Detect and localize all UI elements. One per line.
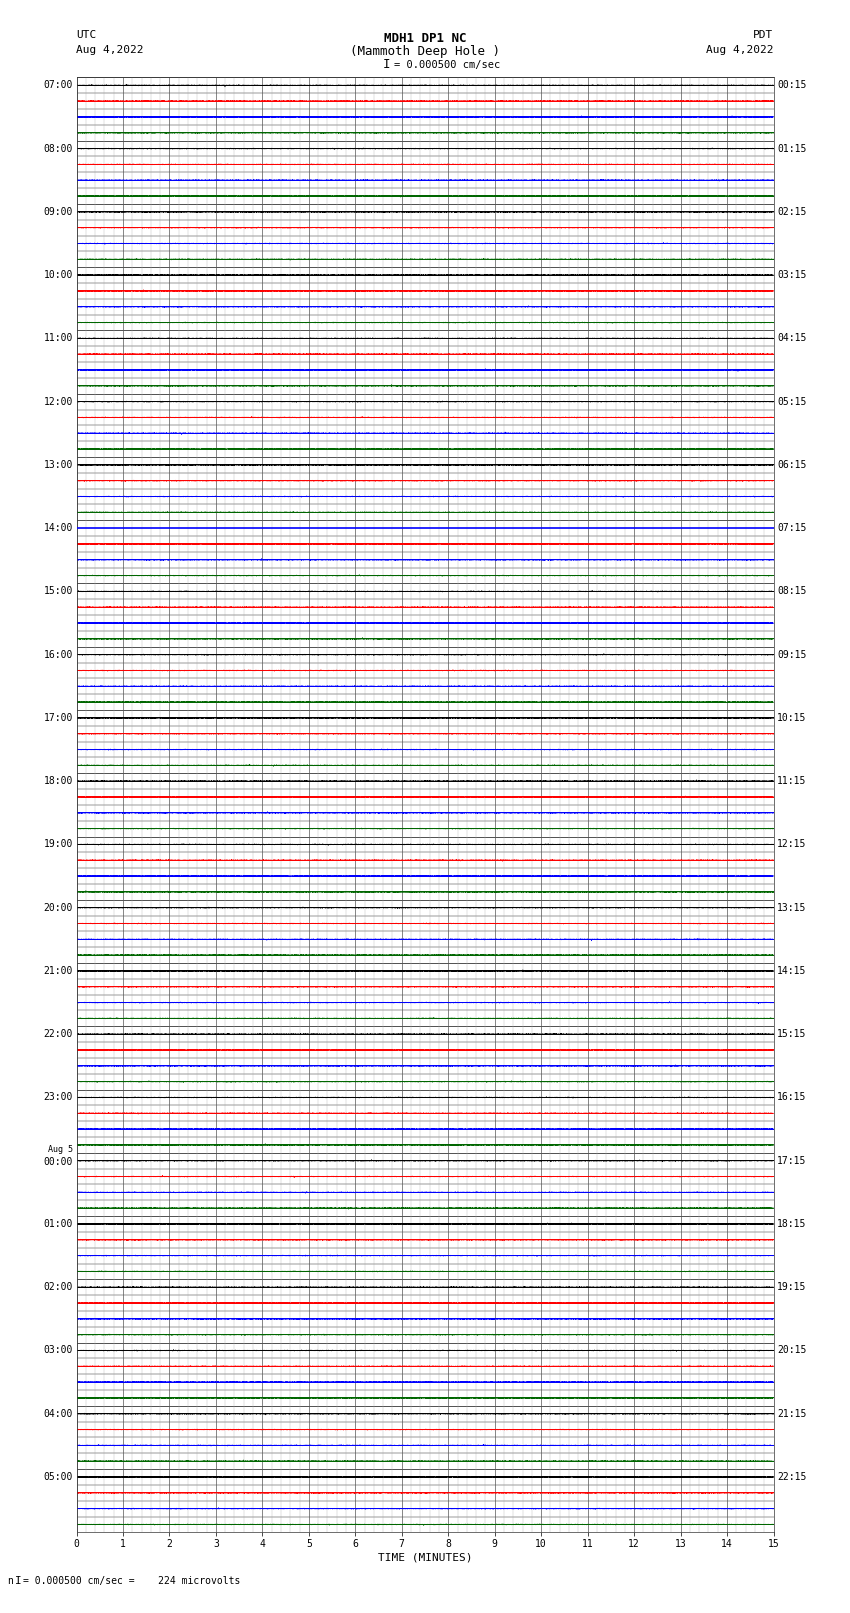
Text: Aug 5: Aug 5	[48, 1145, 73, 1155]
Text: 09:15: 09:15	[777, 650, 807, 660]
Text: 10:15: 10:15	[777, 713, 807, 723]
Text: 01:00: 01:00	[43, 1219, 73, 1229]
Text: 19:15: 19:15	[777, 1282, 807, 1292]
Text: I: I	[383, 58, 390, 71]
Text: 10:00: 10:00	[43, 269, 73, 281]
Text: 03:00: 03:00	[43, 1345, 73, 1355]
Text: 11:15: 11:15	[777, 776, 807, 786]
Text: 02:15: 02:15	[777, 206, 807, 216]
Text: 02:00: 02:00	[43, 1282, 73, 1292]
Text: 12:15: 12:15	[777, 839, 807, 850]
Text: 00:00: 00:00	[43, 1157, 73, 1168]
Text: 16:15: 16:15	[777, 1092, 807, 1102]
Text: 09:00: 09:00	[43, 206, 73, 216]
Text: MDH1 DP1 NC: MDH1 DP1 NC	[383, 32, 467, 45]
Text: 21:00: 21:00	[43, 966, 73, 976]
Text: 22:00: 22:00	[43, 1029, 73, 1039]
Text: 17:00: 17:00	[43, 713, 73, 723]
Text: 04:00: 04:00	[43, 1408, 73, 1419]
Text: 03:15: 03:15	[777, 269, 807, 281]
Text: 05:00: 05:00	[43, 1473, 73, 1482]
Text: 01:15: 01:15	[777, 144, 807, 153]
Text: 19:00: 19:00	[43, 839, 73, 850]
Text: 14:15: 14:15	[777, 966, 807, 976]
Text: 11:00: 11:00	[43, 334, 73, 344]
X-axis label: TIME (MINUTES): TIME (MINUTES)	[377, 1552, 473, 1561]
Text: 13:15: 13:15	[777, 903, 807, 913]
Text: UTC: UTC	[76, 31, 97, 40]
Text: 22:15: 22:15	[777, 1473, 807, 1482]
Text: 16:00: 16:00	[43, 650, 73, 660]
Text: 04:15: 04:15	[777, 334, 807, 344]
Text: (Mammoth Deep Hole ): (Mammoth Deep Hole )	[350, 45, 500, 58]
Text: I: I	[15, 1576, 22, 1586]
Text: 05:15: 05:15	[777, 397, 807, 406]
Text: Aug 4,2022: Aug 4,2022	[76, 45, 144, 55]
Text: 12:00: 12:00	[43, 397, 73, 406]
Text: 15:00: 15:00	[43, 587, 73, 597]
Text: n: n	[7, 1576, 13, 1586]
Text: 08:15: 08:15	[777, 587, 807, 597]
Text: 06:15: 06:15	[777, 460, 807, 469]
Text: 07:00: 07:00	[43, 81, 73, 90]
Text: 23:00: 23:00	[43, 1092, 73, 1102]
Text: 15:15: 15:15	[777, 1029, 807, 1039]
Text: 20:00: 20:00	[43, 903, 73, 913]
Text: 13:00: 13:00	[43, 460, 73, 469]
Text: 20:15: 20:15	[777, 1345, 807, 1355]
Text: 21:15: 21:15	[777, 1408, 807, 1419]
Text: 18:15: 18:15	[777, 1219, 807, 1229]
Text: = 0.000500 cm/sec =    224 microvolts: = 0.000500 cm/sec = 224 microvolts	[23, 1576, 241, 1586]
Text: 08:00: 08:00	[43, 144, 73, 153]
Text: 07:15: 07:15	[777, 523, 807, 534]
Text: = 0.000500 cm/sec: = 0.000500 cm/sec	[394, 60, 500, 69]
Text: 18:00: 18:00	[43, 776, 73, 786]
Text: 17:15: 17:15	[777, 1155, 807, 1166]
Text: 14:00: 14:00	[43, 523, 73, 534]
Text: Aug 4,2022: Aug 4,2022	[706, 45, 774, 55]
Text: 00:15: 00:15	[777, 81, 807, 90]
Text: PDT: PDT	[753, 31, 774, 40]
